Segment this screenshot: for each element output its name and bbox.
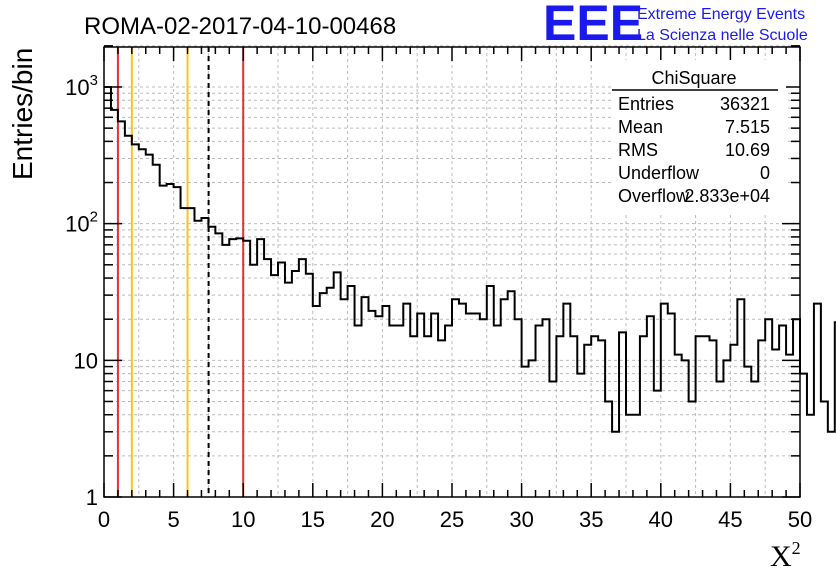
stats-row-value: 7.515: [725, 117, 770, 137]
stats-row-label: Underflow: [618, 163, 700, 183]
x-axis-label-base: X: [770, 540, 792, 572]
stats-box-background: [612, 60, 786, 212]
x-axis-label-superscript: 2: [792, 538, 801, 558]
eee-logo-line1: Extreme Energy Events: [637, 6, 805, 23]
stats-row-value: 36321: [720, 94, 770, 114]
x-tick-label: 40: [649, 507, 673, 532]
stats-row-value: 0: [760, 163, 770, 183]
marker-lines: [116, 47, 245, 497]
stats-row-label: Mean: [618, 117, 663, 137]
stats-row-label: Overflow: [618, 186, 690, 206]
y-tick-label: 10: [74, 348, 98, 373]
stats-box: ChiSquare Entries 36321 Mean 7.515 RMS 10.69 U…: [612, 60, 786, 212]
y-tick-label-base: 10: [65, 75, 89, 100]
x-tick-label: 30: [509, 507, 533, 532]
y-tick-label: 102: [65, 209, 98, 237]
x-tick-label: 0: [98, 507, 110, 532]
stats-row-value: 10.69: [725, 140, 770, 160]
x-tick-label: 10: [231, 507, 255, 532]
x-tick-label: 5: [167, 507, 179, 532]
axis-ticks: [103, 45, 801, 498]
y-tick-label-base: 1: [86, 485, 98, 510]
x-tick-label: 15: [301, 507, 325, 532]
stats-row-label: RMS: [618, 140, 658, 160]
eee-logo: EEE Extreme Energy Events La Scienza nel…: [543, 0, 808, 51]
y-axis-label: Entries/bin: [7, 48, 38, 180]
x-tick-labels: 0 5 10 15 20 25 30 35 40 45 50: [98, 507, 812, 532]
y-tick-label-base: 10: [65, 212, 89, 237]
chart-title: ROMA-02-2017-04-10-00468: [84, 13, 396, 40]
eee-logo-text: EEE: [543, 0, 643, 51]
x-tick-label: 25: [440, 507, 464, 532]
x-tick-label: 45: [718, 507, 742, 532]
grid-lines: [104, 45, 800, 497]
x-tick-label: 50: [788, 507, 812, 532]
histogram-step-line: [104, 86, 836, 433]
stats-box-rows: Entries 36321 Mean 7.515 RMS 10.69 Underflow 0 O…: [618, 94, 770, 206]
y-tick-label: 1: [86, 485, 98, 510]
y-tick-label-exponent: 3: [90, 72, 98, 89]
eee-logo-line2: La Scienza nelle Scuole: [637, 27, 808, 44]
x-tick-label: 35: [579, 507, 603, 532]
x-axis-label: X2: [770, 538, 801, 572]
y-tick-label-exponent: 2: [90, 209, 98, 226]
stats-row-label: Entries: [618, 94, 674, 114]
stats-row-value: 2.833e+04: [684, 186, 770, 206]
y-tick-label-base: 10: [74, 348, 98, 373]
stats-box-title: ChiSquare: [651, 68, 736, 88]
x-tick-label: 20: [370, 507, 394, 532]
y-tick-label: 103: [65, 72, 98, 100]
